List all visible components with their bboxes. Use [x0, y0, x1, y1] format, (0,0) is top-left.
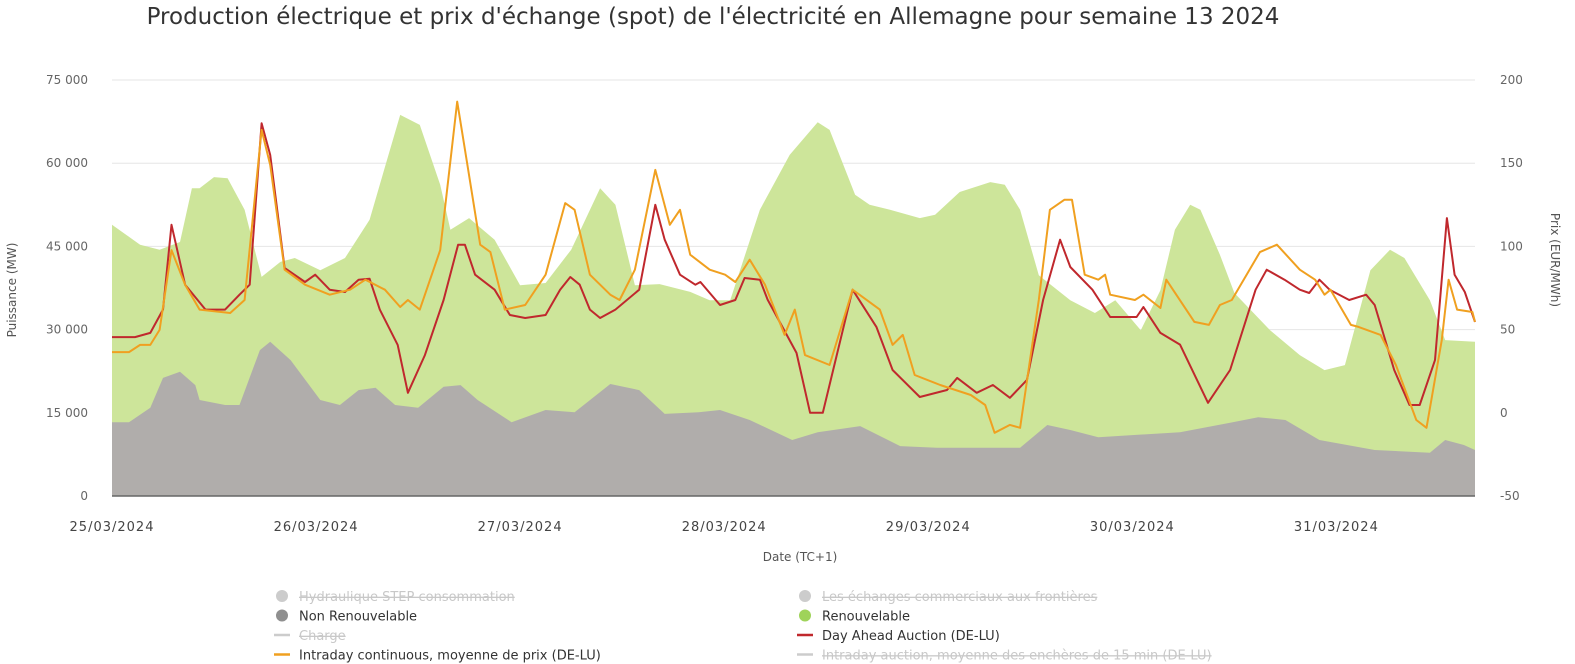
line-series — [112, 100, 1476, 434]
x-axis-title: Date (TC+1) — [763, 550, 838, 564]
right-axis-ticks: -50 0 50 100 150 200 — [1500, 73, 1523, 503]
legend-dot-icon — [276, 609, 288, 622]
legend-label: Charge — [299, 629, 346, 644]
left-tick-label: 15 000 — [46, 406, 88, 420]
x-tick-label: 30/03/2024 — [1090, 520, 1175, 535]
legend-item[interactable]: Charge — [274, 629, 346, 644]
right-axis-title: Prix (EUR/MWh) — [1548, 213, 1562, 307]
legend-dot-icon — [276, 590, 288, 602]
legend-label: Intraday auction, moyenne des enchères d… — [822, 649, 1212, 664]
x-tick-label: 29/03/2024 — [886, 520, 971, 535]
left-tick-label: 60 000 — [46, 156, 88, 170]
legend-item[interactable]: Intraday continuous, moyenne de prix (DE… — [274, 649, 601, 664]
left-tick-label: 45 000 — [46, 239, 88, 253]
x-tick-label: 28/03/2024 — [682, 520, 767, 535]
area-non-renouvelable — [112, 341, 1475, 496]
legend-item[interactable]: Renouvelable — [799, 609, 910, 625]
x-tick-label: 31/03/2024 — [1294, 520, 1379, 535]
legend-item[interactable]: Non Renouvelable — [276, 609, 417, 625]
left-axis-ticks: 0 15 000 30 000 45 000 60 000 75 000 — [46, 73, 88, 503]
legend-dot-icon — [799, 609, 811, 622]
right-tick-label: -50 — [1500, 489, 1520, 503]
legend-label: Intraday continuous, moyenne de prix (DE… — [299, 649, 601, 664]
legend-label: Day Ahead Auction (DE-LU) — [822, 629, 1000, 644]
right-tick-label: 150 — [1500, 156, 1523, 170]
right-tick-label: 100 — [1500, 239, 1523, 253]
x-tick-label: 26/03/2024 — [274, 520, 359, 535]
x-axis-ticks: 25/03/2024 26/03/2024 27/03/2024 28/03/2024… — [70, 520, 1379, 535]
legend-item[interactable]: Les échanges commerciaux aux frontières — [799, 590, 1098, 605]
left-tick-label: 0 — [80, 489, 88, 503]
legend-label: Non Renouvelable — [299, 610, 417, 625]
line-day-ahead-auction-de-lu- — [112, 122, 1476, 414]
legend-dot-icon — [799, 590, 811, 602]
legend-label: Hydraulique STEP consommation — [299, 590, 515, 605]
right-tick-label: 200 — [1500, 73, 1523, 87]
legend-label: Les échanges commerciaux aux frontières — [822, 590, 1098, 605]
legend-label: Renouvelable — [822, 610, 910, 625]
legend-item[interactable]: Hydraulique STEP consommation — [276, 590, 515, 605]
x-tick-label: 27/03/2024 — [478, 520, 563, 535]
chart-title: Production électrique et prix d'échange … — [147, 4, 1280, 30]
x-tick-label: 25/03/2024 — [70, 520, 155, 535]
left-axis-title: Puissance (MW) — [5, 243, 19, 338]
line-intraday-continuous-moyenne-de-prix-de-lu- — [112, 100, 1476, 434]
left-tick-label: 75 000 — [46, 73, 88, 87]
left-tick-label: 30 000 — [46, 323, 88, 337]
legend-item[interactable]: Day Ahead Auction (DE-LU) — [797, 629, 1000, 644]
legend: Hydraulique STEP consommation Les échange… — [274, 590, 1212, 664]
right-tick-label: 0 — [1500, 406, 1508, 420]
right-tick-label: 50 — [1500, 323, 1515, 337]
legend-item[interactable]: Intraday auction, moyenne des enchères d… — [797, 649, 1212, 664]
area-series — [112, 114, 1475, 497]
